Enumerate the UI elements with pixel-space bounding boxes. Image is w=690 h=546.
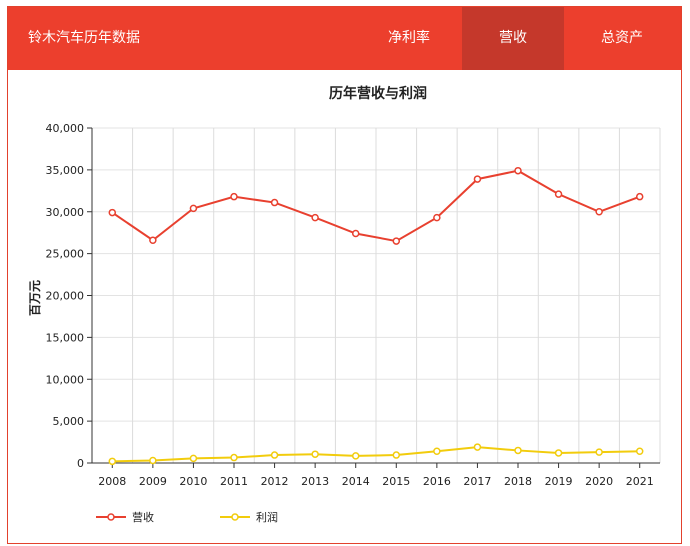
x-tick-label: 2009 bbox=[139, 475, 167, 488]
y-tick-label: 25,000 bbox=[46, 248, 85, 261]
y-axis-label: 百万元 bbox=[28, 280, 42, 316]
y-tick-label: 5,000 bbox=[53, 415, 85, 428]
tab-net-margin[interactable]: 净利率 bbox=[388, 30, 430, 46]
tab-revenue[interactable]: 营收 bbox=[462, 7, 564, 70]
data-point bbox=[595, 208, 603, 216]
legend-label: 营收 bbox=[132, 510, 154, 524]
series bbox=[108, 166, 644, 466]
y-tick-label: 10,000 bbox=[46, 373, 85, 386]
y-tick-label: 20,000 bbox=[46, 290, 85, 303]
legend: 营收 利润 bbox=[96, 510, 278, 524]
series-line bbox=[111, 169, 641, 243]
data-point bbox=[149, 236, 157, 244]
x-tick-label: 2020 bbox=[585, 475, 613, 488]
data-point bbox=[189, 204, 198, 213]
grid bbox=[92, 127, 661, 463]
chart-panel: 铃木汽车历年数据 净利率 营收 总资产 bbox=[7, 6, 682, 544]
x-tick-label: 2012 bbox=[261, 475, 289, 488]
data-point bbox=[554, 449, 563, 457]
data-point bbox=[149, 456, 157, 465]
x-tick-label: 2014 bbox=[342, 475, 370, 488]
data-point bbox=[108, 457, 117, 466]
x-tick-label: 2013 bbox=[301, 475, 329, 488]
data-point bbox=[635, 192, 644, 201]
x-tick-label: 2010 bbox=[179, 475, 207, 488]
x-tick-label: 2016 bbox=[423, 475, 451, 488]
x-tick-label: 2019 bbox=[545, 475, 573, 488]
data-point bbox=[108, 208, 117, 217]
legend-label: 利润 bbox=[256, 510, 278, 524]
data-point bbox=[311, 450, 319, 458]
app-title: 铃木汽车历年数据 bbox=[28, 30, 140, 46]
data-point bbox=[635, 447, 644, 456]
data-point bbox=[351, 452, 360, 460]
data-point bbox=[392, 237, 401, 245]
y-tick-label: 0 bbox=[77, 457, 84, 470]
x-tick-label: 2021 bbox=[626, 475, 654, 488]
chart-title: 历年营收与利润 bbox=[329, 85, 427, 102]
x-tick-label: 2018 bbox=[504, 475, 532, 488]
data-point bbox=[230, 192, 238, 201]
data-point bbox=[554, 190, 563, 198]
y-tick-label: 30,000 bbox=[46, 206, 85, 219]
data-point bbox=[270, 451, 279, 459]
top-bar: 铃木汽车历年数据 净利率 营收 总资产 bbox=[8, 7, 681, 70]
data-point bbox=[514, 166, 522, 175]
y-tick-label: 35,000 bbox=[46, 164, 85, 177]
x-tick-label: 2015 bbox=[382, 475, 410, 488]
x-tick-label: 2008 bbox=[98, 475, 126, 488]
tab-total-assets[interactable]: 总资产 bbox=[601, 30, 643, 46]
data-point bbox=[189, 454, 198, 463]
x-tick-label: 2017 bbox=[463, 475, 491, 488]
data-point bbox=[351, 229, 360, 238]
data-point bbox=[311, 213, 319, 222]
series-line bbox=[112, 446, 640, 463]
data-point bbox=[433, 213, 441, 222]
data-point bbox=[392, 451, 401, 459]
data-point bbox=[270, 198, 279, 207]
data-point bbox=[473, 175, 482, 183]
legend-marker bbox=[231, 513, 239, 521]
data-point bbox=[473, 443, 482, 451]
y-tick-label: 40,000 bbox=[46, 122, 85, 135]
x-tick-label: 2011 bbox=[220, 475, 248, 488]
data-point bbox=[595, 448, 603, 456]
data-point bbox=[433, 447, 441, 456]
data-point bbox=[230, 453, 238, 462]
legend-marker bbox=[107, 513, 115, 521]
axes: 0 5,000 10,000 15,000 20,000 25,000 30,000 35,0… bbox=[46, 122, 660, 488]
y-tick-label: 15,000 bbox=[46, 331, 85, 344]
data-point bbox=[514, 446, 522, 455]
